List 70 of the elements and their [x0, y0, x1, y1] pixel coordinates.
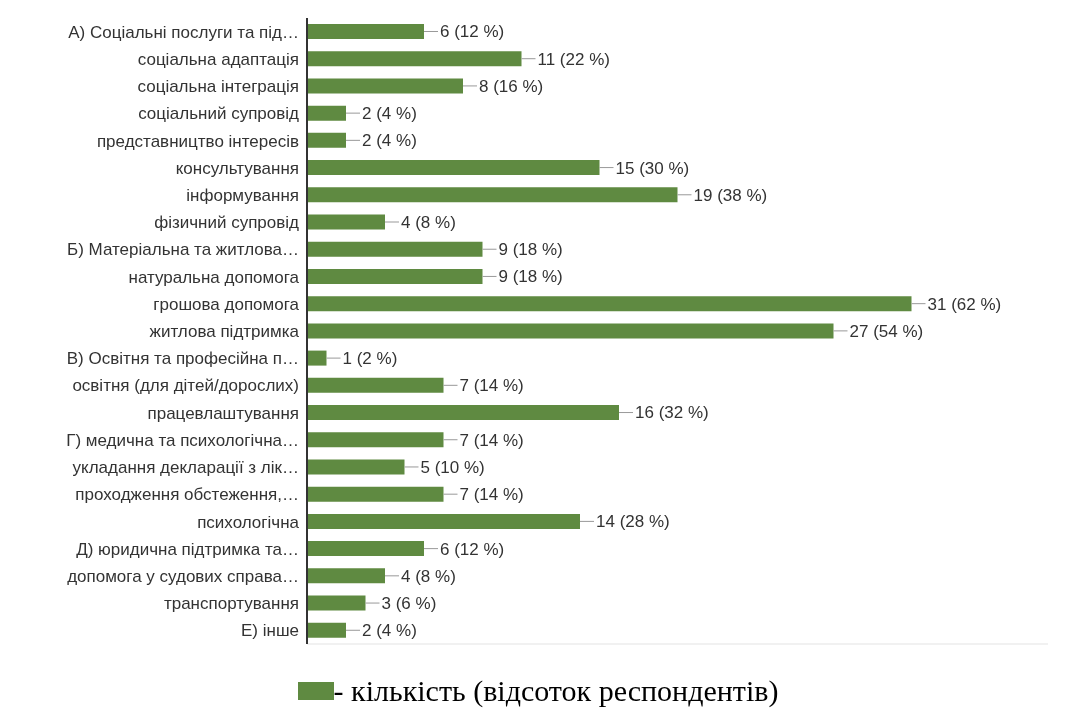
y-tick-label: Б) Матеріальна та житлова…	[67, 240, 299, 260]
data-label: 9 (18 %)	[498, 240, 563, 260]
data-label: 16 (32 %)	[635, 403, 709, 423]
data-label: 4 (8 %)	[401, 566, 456, 586]
y-tick-label: фізичний супровід	[154, 213, 300, 233]
data-label: 1 (2 %)	[342, 349, 398, 369]
y-tick-label: Д) юридична підтримка та…	[76, 539, 299, 559]
bar	[307, 350, 327, 366]
data-label: 3 (6 %)	[381, 594, 437, 613]
y-tick-label: А) Соціальні послуги та під…	[68, 22, 299, 42]
y-tick-label: представництво інтересів	[96, 131, 299, 151]
y-tick-label: укладання декларації з лік…	[72, 458, 299, 478]
y-tick-label: натуральна допомога	[128, 267, 300, 287]
data-label: 4 (8 %)	[401, 212, 456, 232]
data-label: 9 (18 %)	[498, 267, 563, 287]
y-tick-label: Е) інше	[241, 621, 299, 641]
data-label: 7 (14 %)	[459, 485, 524, 505]
data-label: 7 (14 %)	[459, 376, 524, 396]
bar	[307, 296, 912, 312]
y-tick-label: допомога у судових справа…	[67, 566, 299, 586]
data-label: 31 (62 %)	[927, 294, 1002, 314]
bar	[307, 268, 483, 284]
legend-label: - кількість (відсоток респондентів)	[333, 674, 779, 708]
bar	[307, 187, 678, 203]
data-label: 2 (4 %)	[362, 131, 417, 151]
bar	[307, 432, 444, 448]
y-tick-label: соціальна адаптація	[137, 49, 299, 69]
data-label: 5 (10 %)	[420, 457, 485, 477]
y-tick-label: грошова допомога	[153, 294, 300, 314]
data-label: 6 (12 %)	[440, 22, 505, 42]
data-label: 27 (54 %)	[849, 321, 924, 341]
bar	[307, 323, 834, 339]
bar	[307, 486, 444, 502]
data-label: 2 (4 %)	[362, 621, 417, 641]
bar	[307, 78, 463, 94]
data-label: 7 (14 %)	[459, 430, 524, 450]
y-tick-label: працевлаштування	[147, 403, 299, 423]
bar	[307, 622, 346, 638]
y-tick-label: соціальний супровід	[138, 104, 300, 124]
data-label: 14 (28 %)	[596, 512, 670, 532]
y-tick-label: інформування	[186, 185, 299, 205]
bar	[307, 214, 385, 230]
y-tick-label: житлова підтримка	[149, 322, 300, 342]
y-tick-label: психологічна	[197, 512, 300, 532]
bar	[307, 541, 424, 557]
bar	[307, 105, 346, 121]
bar	[307, 132, 346, 148]
bar	[307, 405, 619, 421]
y-tick-label: освітня (для дітей/дорослих)	[72, 376, 299, 396]
bar	[307, 377, 444, 393]
bar	[307, 568, 385, 584]
y-tick-label: В) Освітня та професійна п…	[66, 349, 299, 369]
bar	[307, 513, 580, 529]
data-label: 15 (30 %)	[615, 158, 690, 178]
data-label: 6 (12 %)	[440, 539, 505, 559]
y-tick-label: проходження обстеження,…	[75, 485, 299, 505]
bar	[307, 595, 366, 611]
data-label: 8 (16 %)	[479, 76, 544, 96]
y-tick-label: Г) медична та психологічна…	[66, 430, 299, 450]
y-tick-label: транспортування	[163, 594, 299, 614]
bar	[307, 241, 483, 257]
y-tick-label: консультування	[175, 158, 299, 178]
data-label: 2 (4 %)	[362, 104, 417, 124]
bar	[307, 23, 424, 39]
bar	[307, 51, 522, 67]
bar	[307, 459, 405, 475]
bar	[307, 160, 600, 176]
data-label: 19 (38 %)	[693, 185, 768, 205]
y-tick-label: соціальна інтеграція	[137, 77, 299, 97]
data-label: 11 (22 %)	[537, 49, 610, 69]
